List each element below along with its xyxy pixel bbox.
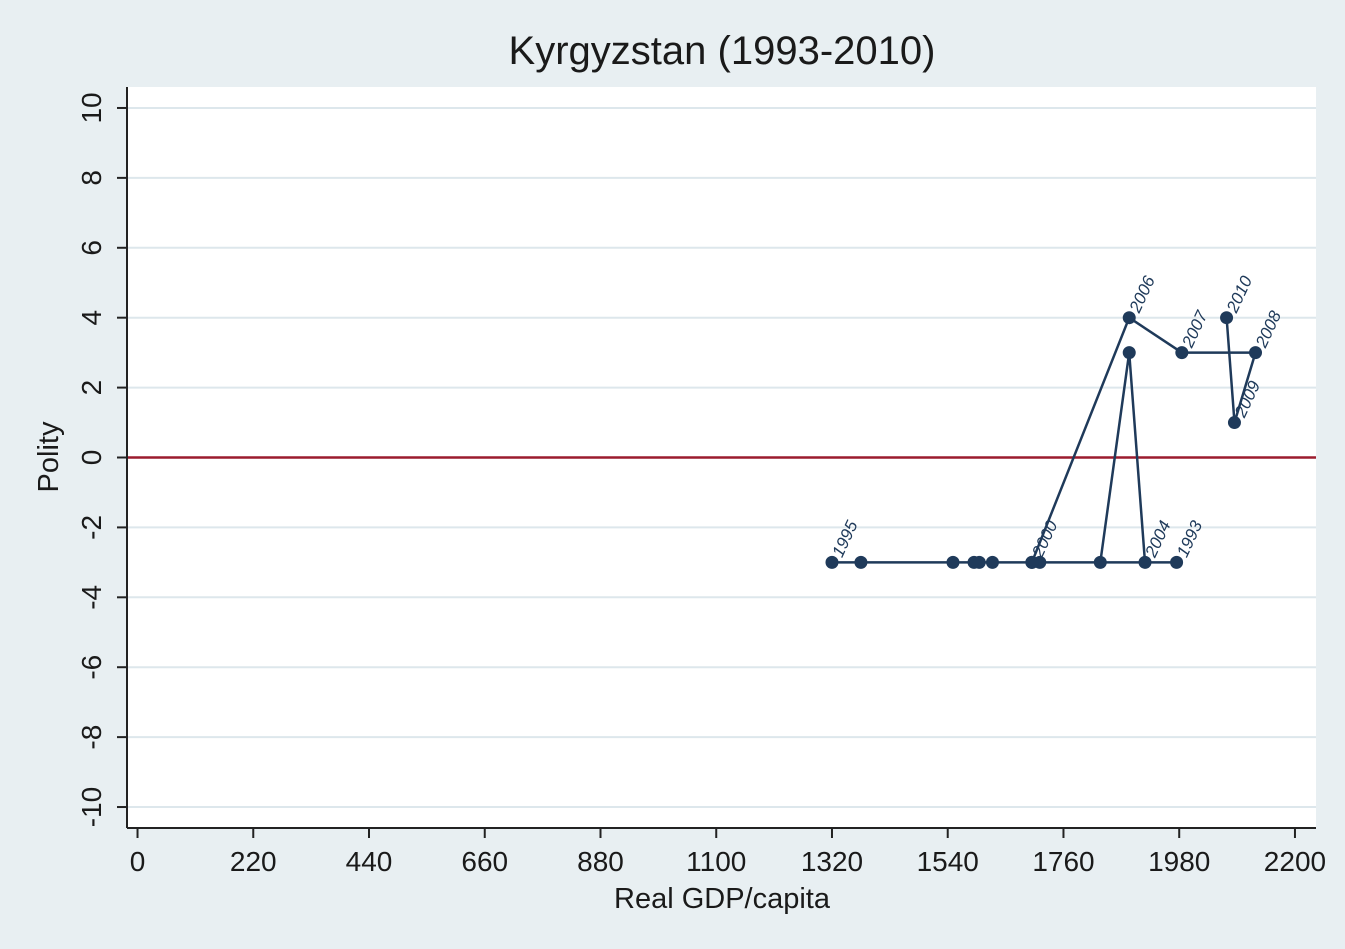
data-point — [825, 555, 839, 569]
grid-lines — [127, 106, 1316, 809]
x-tick-label: 440 — [346, 846, 393, 877]
data-point — [1248, 346, 1262, 360]
y-tick-label: -4 — [76, 585, 107, 610]
data-point — [1220, 311, 1234, 325]
data-point — [1025, 555, 1039, 569]
series-line — [832, 315, 1258, 564]
data-point — [1175, 346, 1189, 360]
tick-labels: 10 8 6 4 2 0 -2 -4 -6 -8 -10 0 220 440 660 880 1100 1320 1… — [76, 92, 1326, 877]
y-tick-label: 0 — [76, 450, 107, 466]
y-tick-label: -8 — [76, 725, 107, 750]
data-point — [972, 555, 986, 569]
x-tick-label: 1980 — [1148, 846, 1210, 877]
data-point — [1138, 555, 1152, 569]
x-axis-title: Real GDP/capita — [614, 883, 831, 915]
data-point — [1122, 346, 1136, 360]
y-tick-label: 10 — [76, 92, 107, 123]
data-point — [1093, 555, 1107, 569]
y-tick-label: -2 — [76, 515, 107, 540]
data-point — [1227, 416, 1241, 430]
y-tick-label: 2 — [76, 380, 107, 396]
x-tick-label: 660 — [461, 846, 508, 877]
x-tick-label: 880 — [577, 846, 624, 877]
x-tick-label: 2200 — [1264, 846, 1326, 877]
data-point — [946, 555, 960, 569]
data-point — [854, 555, 868, 569]
data-point — [1122, 311, 1136, 325]
x-tick-label: 1760 — [1032, 846, 1094, 877]
y-tick-label: -10 — [76, 787, 107, 827]
chart-title: Kyrgyzstan (1993-2010) — [509, 29, 936, 73]
x-tick-label: 1100 — [686, 846, 746, 877]
x-tick-label: 220 — [230, 846, 277, 877]
x-tick-label: 1320 — [801, 846, 863, 877]
series-group — [825, 311, 1262, 569]
data-point — [1170, 555, 1184, 569]
y-tick-label: 4 — [76, 310, 107, 326]
y-tick-label: 8 — [76, 170, 107, 186]
y-tick-label: -6 — [76, 655, 107, 680]
data-point — [985, 555, 999, 569]
y-axis-title: Polity — [33, 421, 65, 492]
axes — [117, 87, 1316, 838]
x-tick-label: 0 — [130, 846, 146, 877]
y-tick-label: 6 — [76, 240, 107, 256]
x-tick-label: 1540 — [917, 846, 979, 877]
